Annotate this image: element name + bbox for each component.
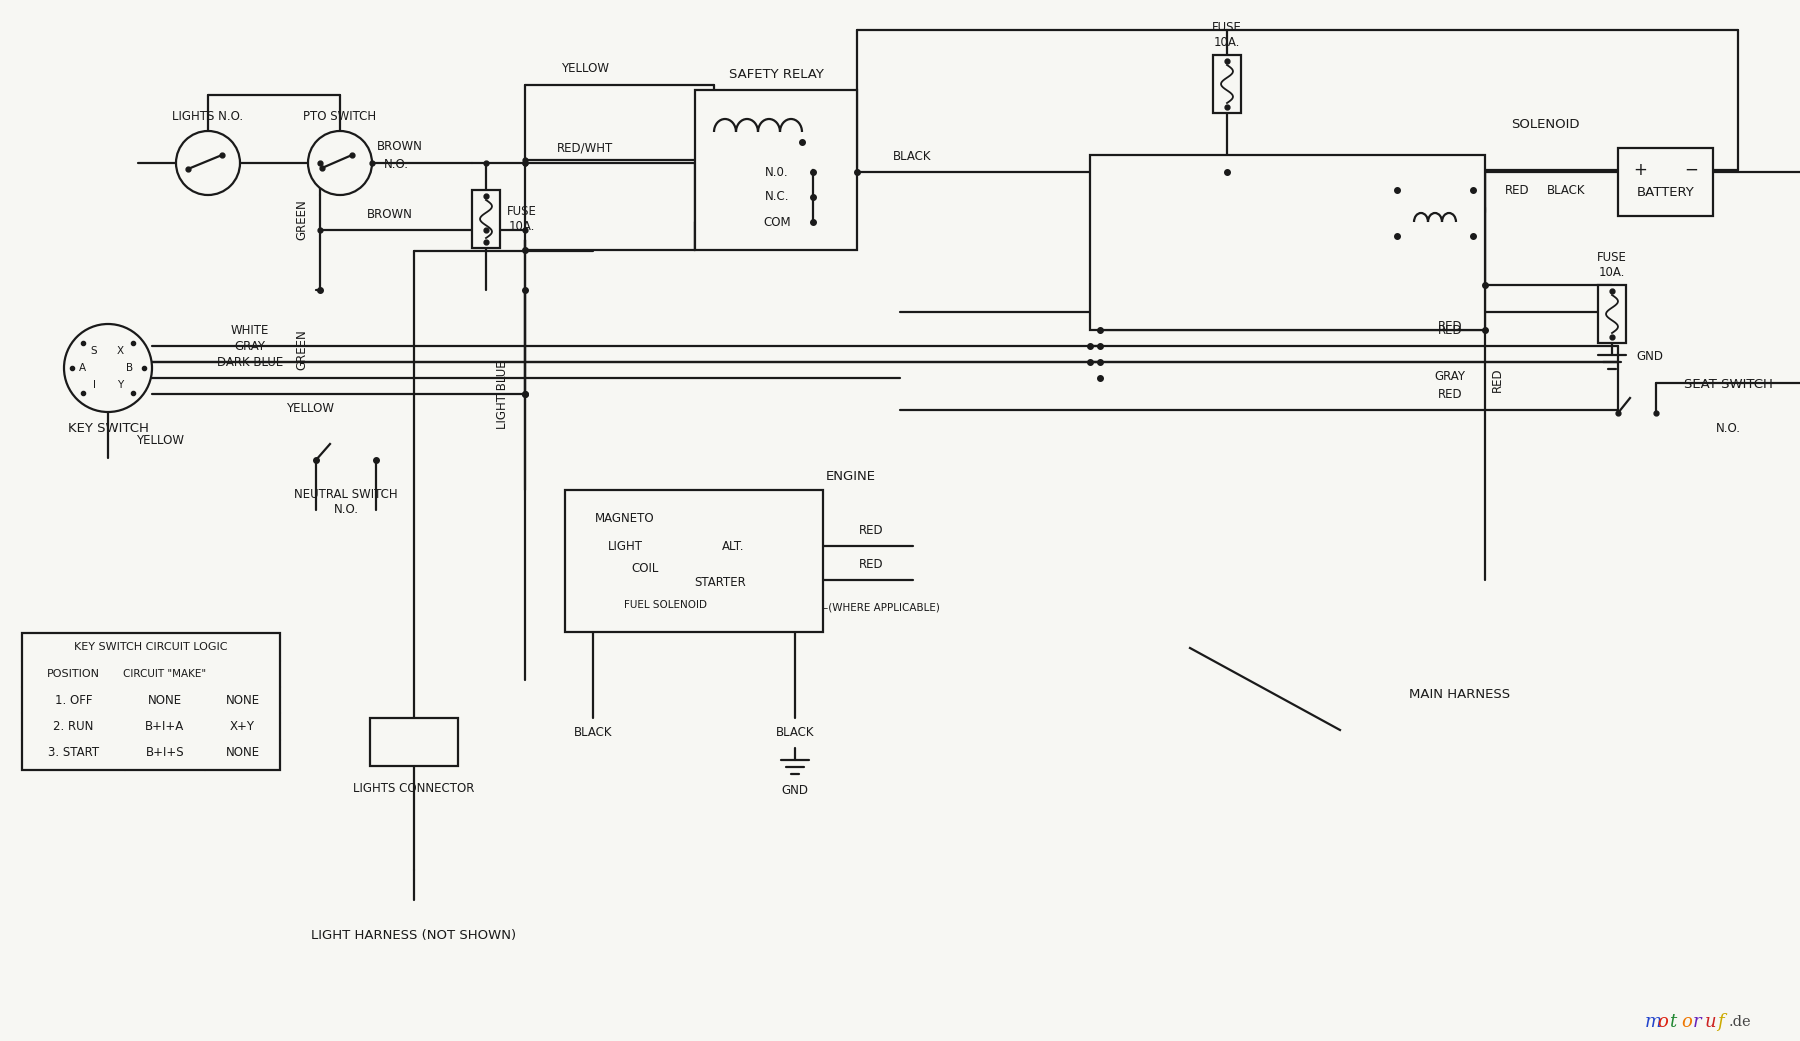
Text: S: S [90,346,97,356]
Text: CIRCUIT "MAKE": CIRCUIT "MAKE" [124,669,207,679]
Text: 1. OFF: 1. OFF [54,693,92,707]
Text: SAFETY RELAY: SAFETY RELAY [729,68,823,80]
Text: NONE: NONE [225,693,259,707]
Text: COM: COM [763,215,790,229]
Text: –(WHERE APPLICABLE): –(WHERE APPLICABLE) [823,603,940,613]
Text: B+I+S: B+I+S [146,745,184,759]
Text: DARK BLUE: DARK BLUE [216,355,283,369]
Text: RED: RED [1438,325,1462,337]
Text: BATTERY: BATTERY [1636,185,1694,199]
Text: GND: GND [1636,350,1663,362]
Text: YELLOW: YELLOW [137,433,184,447]
Text: LIGHTS N.O.: LIGHTS N.O. [173,110,243,124]
Text: PTO SWITCH: PTO SWITCH [304,110,376,124]
Text: NEUTRAL SWITCH
N.O.: NEUTRAL SWITCH N.O. [293,488,398,516]
Text: BLACK: BLACK [893,150,931,162]
Text: BROWN: BROWN [367,207,412,221]
Circle shape [176,131,239,195]
Text: GRAY: GRAY [1435,370,1465,382]
Bar [1598,285,1625,342]
Text: +: + [1633,161,1647,179]
Text: X+Y: X+Y [230,719,256,733]
Text: 2. RUN: 2. RUN [54,719,94,733]
Text: KEY SWITCH: KEY SWITCH [68,422,148,434]
Text: LIGHT HARNESS (NOT SHOWN): LIGHT HARNESS (NOT SHOWN) [311,929,517,941]
Text: NONE: NONE [148,693,182,707]
Text: f: f [1717,1013,1724,1031]
Text: o: o [1658,1013,1669,1031]
Text: N.C.: N.C. [765,191,788,203]
Text: GREEN: GREEN [295,330,308,371]
Text: B: B [126,363,133,373]
Text: A: A [79,363,86,373]
Text: ALT.: ALT. [722,539,743,553]
Text: RED: RED [1505,183,1530,197]
Text: KEY SWITCH CIRCUIT LOGIC: KEY SWITCH CIRCUIT LOGIC [74,642,229,652]
Text: .de: .de [1730,1015,1751,1029]
Text: FUSE
10A.: FUSE 10A. [508,205,536,233]
Bar [1091,155,1485,330]
Text: u: u [1705,1013,1717,1031]
Text: COIL: COIL [632,561,659,575]
Bar [472,191,500,248]
Text: LIGHT BLUE: LIGHT BLUE [497,360,509,429]
Text: I: I [92,380,95,390]
Text: t: t [1669,1013,1676,1031]
Text: o: o [1681,1013,1692,1031]
Text: r: r [1694,1013,1701,1031]
Text: RED: RED [859,558,884,570]
Text: N.O.: N.O. [1715,422,1741,434]
Text: RED: RED [1438,320,1462,332]
Text: Y: Y [117,380,122,390]
Text: MAGNETO: MAGNETO [596,511,655,525]
Text: LIGHTS CONNECTOR: LIGHTS CONNECTOR [353,782,475,794]
Circle shape [1384,160,1485,260]
Text: RED/WHT: RED/WHT [556,142,614,154]
Text: STARTER: STARTER [695,577,745,589]
Text: BLK/WHT: BLK/WHT [1283,309,1337,323]
Text: GND: GND [781,784,808,796]
Bar [1213,55,1240,113]
Text: RED: RED [1490,367,1503,392]
Text: RED: RED [859,524,884,536]
Circle shape [308,131,373,195]
Text: GREEN: GREEN [295,200,308,240]
Text: B+I+A: B+I+A [146,719,185,733]
Text: FUSE
10A.: FUSE 10A. [1597,251,1627,279]
Text: LIGHT: LIGHT [608,539,643,553]
Bar [565,490,823,632]
Text: 3. START: 3. START [49,745,99,759]
Text: −: − [1685,161,1697,179]
Text: N.O.: N.O. [383,158,409,172]
Text: WHITE: WHITE [230,324,270,336]
Text: BLACK: BLACK [1546,183,1586,197]
Text: FUSE
10A.: FUSE 10A. [1211,21,1242,49]
Text: SOLENOID: SOLENOID [1510,119,1579,131]
Text: POSITION: POSITION [47,669,101,679]
Text: FUEL SOLENOID: FUEL SOLENOID [623,600,706,610]
Text: N.0.: N.0. [765,166,788,178]
Bar [371,718,457,766]
Bar [22,633,281,770]
Text: YELLOW: YELLOW [286,403,335,415]
Text: X: X [117,346,124,356]
Text: BLACK: BLACK [776,727,814,739]
Text: BROWN: BROWN [376,141,423,153]
Bar [695,90,857,250]
Bar [1618,148,1714,215]
Circle shape [65,324,151,412]
Text: YELLOW: YELLOW [562,61,608,75]
Text: SEAT SWITCH: SEAT SWITCH [1683,379,1773,391]
Text: BLACK: BLACK [574,727,612,739]
Text: NONE: NONE [225,745,259,759]
Text: RED: RED [1438,388,1462,402]
Text: m: m [1645,1013,1661,1031]
Text: ENGINE: ENGINE [826,469,877,482]
Text: MAIN HARNESS: MAIN HARNESS [1409,688,1510,702]
Text: GRAY: GRAY [234,339,266,353]
